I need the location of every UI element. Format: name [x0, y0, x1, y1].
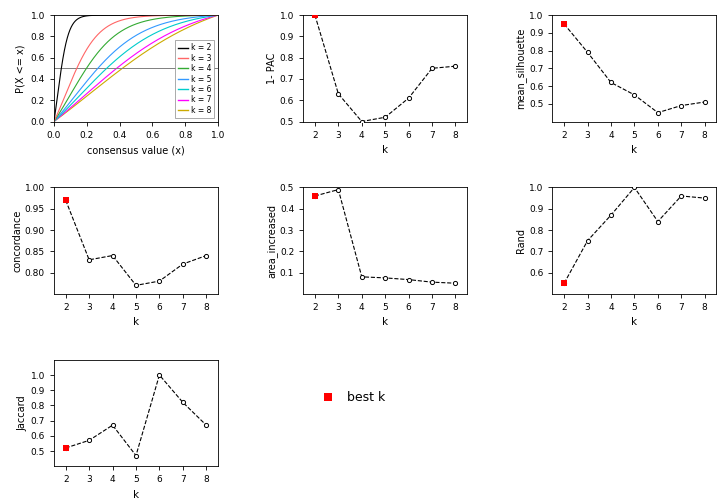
X-axis label: k: k [382, 318, 388, 328]
Y-axis label: concordance: concordance [12, 210, 22, 272]
X-axis label: k: k [382, 145, 388, 155]
X-axis label: k: k [631, 145, 637, 155]
X-axis label: k: k [631, 318, 637, 328]
Y-axis label: 1- PAC: 1- PAC [267, 52, 277, 84]
Y-axis label: Rand: Rand [516, 228, 526, 253]
Legend: k = 2, k = 3, k = 4, k = 5, k = 6, k = 7, k = 8: k = 2, k = 3, k = 4, k = 5, k = 6, k = 7… [175, 40, 214, 118]
Text: best k: best k [348, 391, 386, 404]
X-axis label: consensus value (x): consensus value (x) [87, 145, 185, 155]
X-axis label: k: k [133, 318, 139, 328]
Y-axis label: mean_silhouette: mean_silhouette [516, 28, 526, 109]
X-axis label: k: k [133, 490, 139, 500]
Y-axis label: Jaccard: Jaccard [18, 395, 28, 431]
Y-axis label: area_increased: area_increased [266, 204, 277, 278]
Y-axis label: P(X <= x): P(X <= x) [15, 44, 25, 93]
